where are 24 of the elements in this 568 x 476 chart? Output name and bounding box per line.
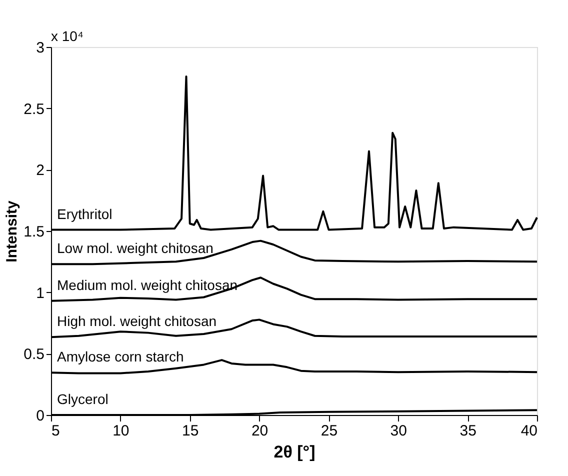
y-tick-label: 0.5 — [24, 346, 44, 364]
y-tick-label: 3 — [36, 40, 44, 56]
x-tick-label: 40 — [520, 422, 538, 440]
x-tick-label: 25 — [320, 422, 338, 440]
x-tick-label: 15 — [182, 422, 199, 440]
series-label: Amylose corn starch — [57, 348, 184, 365]
x-tick-label: 30 — [390, 422, 407, 440]
x-tick-label: 35 — [460, 422, 476, 440]
x-tick-label: 20 — [251, 422, 268, 440]
x-axis-title: 2θ [°] — [274, 442, 316, 462]
y-tick-label: 1.5 — [24, 224, 44, 240]
series-label: High mol. weight chitosan — [57, 313, 217, 330]
x-tick-label: 10 — [112, 422, 130, 440]
y-tick-label: 0 — [36, 408, 44, 424]
text: x 10⁴ — [51, 28, 84, 44]
series-label: Glycerol — [57, 391, 108, 407]
y-tick-label: 2 — [36, 162, 44, 180]
y-tick-label: 1 — [36, 284, 44, 302]
series-label: Medium mol. weight chitosan — [57, 276, 238, 293]
y-tick-label: 2.5 — [24, 100, 44, 118]
y-axis-title: Intensity — [4, 200, 21, 262]
series-label: Low mol. weight chitosan — [57, 240, 214, 256]
x-tick-label: 5 — [52, 422, 60, 440]
series-label: Erythritol — [57, 206, 112, 222]
